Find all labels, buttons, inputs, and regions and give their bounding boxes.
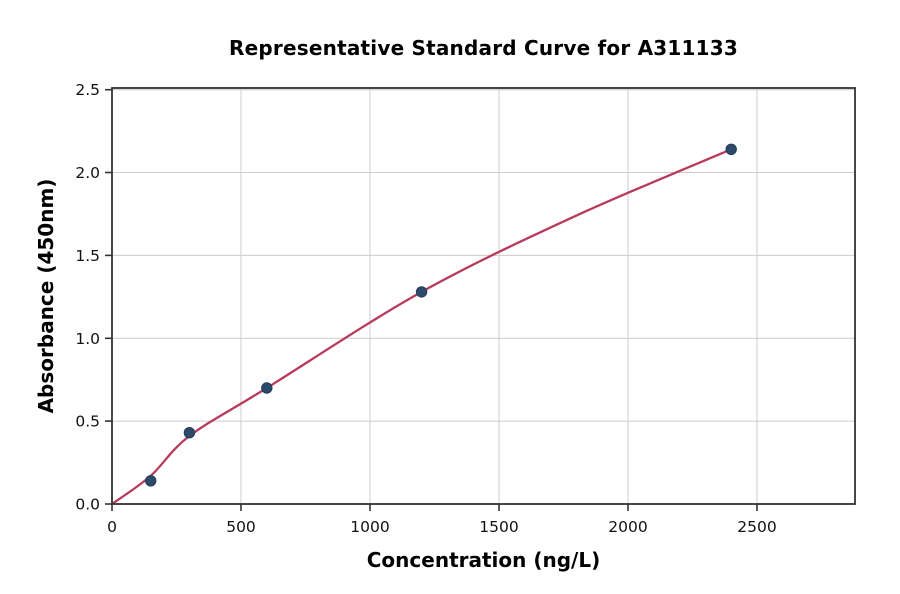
chart-title: Representative Standard Curve for A31113… xyxy=(229,36,738,60)
y-tick-label: 1.5 xyxy=(75,247,100,265)
x-tick-label: 500 xyxy=(226,518,256,536)
y-tick-label: 0.5 xyxy=(75,413,100,431)
plot-border xyxy=(111,87,856,505)
y-tick-label: 2.5 xyxy=(75,81,100,99)
x-tick-label: 0 xyxy=(107,518,117,536)
y-tick-label: 0.0 xyxy=(75,496,100,514)
data-point xyxy=(145,475,157,487)
data-point xyxy=(415,286,428,298)
fit-curve xyxy=(110,148,733,506)
data-point xyxy=(725,143,737,156)
y-tick-label: 1.0 xyxy=(75,330,100,348)
data-point xyxy=(183,427,196,439)
x-tick-label: 2000 xyxy=(608,518,647,536)
y-axis-label: Absorbance (450nm) xyxy=(34,178,58,414)
x-tick-label: 1000 xyxy=(350,518,389,536)
x-tick-label: 1500 xyxy=(479,518,518,536)
y-tick-label: 2.0 xyxy=(75,164,100,182)
data-point xyxy=(261,382,273,394)
x-tick-label: 2500 xyxy=(737,518,776,536)
x-axis-label: Concentration (ng/L) xyxy=(366,548,601,572)
